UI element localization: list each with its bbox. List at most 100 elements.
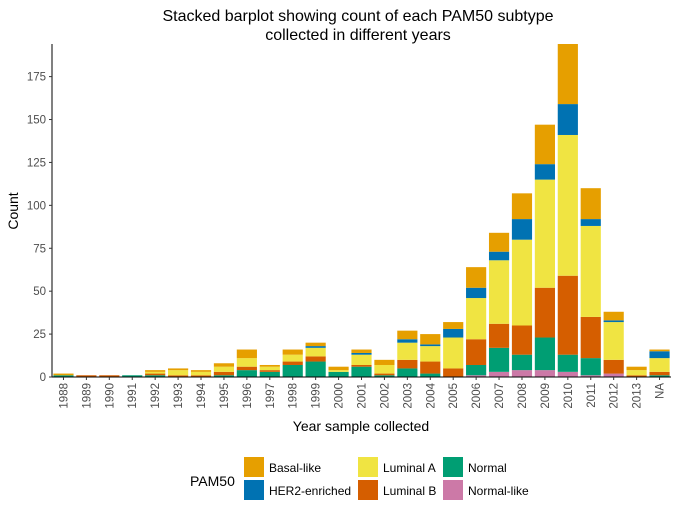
bar-segment-1998-basal-like: [282, 349, 303, 355]
bar-segment-2006-normal-like: [466, 375, 487, 377]
bar-segment-NA-her2-enriched: [649, 351, 670, 359]
legend-label-luminal-b: Luminal B: [383, 484, 436, 498]
bar-segment-2012-luminal-a: [603, 322, 624, 360]
bar-segment-1992-basal-like: [145, 370, 166, 372]
bar-segment-2006-normal: [466, 364, 487, 376]
bar-segment-2008-luminal-b: [511, 325, 533, 355]
bar-segment-1993-luminal-a: [168, 370, 189, 376]
bar-segment-2001-basal-like: [351, 349, 372, 353]
bar-segment-2011-normal-like: [580, 375, 601, 377]
bar-segment-2011-luminal-b: [580, 316, 601, 359]
x-tick-label: 1991: [127, 383, 139, 409]
x-tick-label: 2006: [471, 383, 483, 409]
bar-segment-NA-luminal-a: [649, 358, 670, 372]
bar-segment-2001-luminal-a: [351, 354, 372, 365]
legend-swatch-luminal-a: [358, 457, 378, 477]
x-tick-label: 2011: [586, 383, 598, 408]
x-tick-label: 2005: [448, 383, 460, 409]
bar-segment-2000-basal-like: [328, 366, 349, 371]
bar-segment-1994-luminal-a: [190, 371, 212, 376]
bar-segment-2009-basal-like: [534, 124, 555, 165]
bar-segment-1995-luminal-b: [213, 371, 235, 376]
bar-segment-2009-normal: [534, 337, 555, 371]
bar-segment-2010-luminal-b: [557, 275, 578, 355]
bar-segment-2011-her2-enriched: [580, 219, 601, 226]
bar-segment-2008-basal-like: [511, 193, 533, 220]
legend-swatch-her2-enriched: [244, 480, 264, 500]
x-tick-label: 1988: [58, 383, 70, 409]
bar-segment-2010-basal-like: [557, 44, 578, 105]
bar-segment-2000-normal: [328, 371, 349, 377]
legend-swatch-luminal-b: [358, 480, 378, 500]
bar-segment-2010-normal-like: [557, 371, 578, 377]
y-tick-label: 25: [33, 329, 46, 341]
bar-segment-1994-basal-like: [190, 370, 212, 372]
y-tick-label: 0: [40, 372, 46, 384]
bar-segment-NA-basal-like: [649, 349, 670, 352]
bar-segment-1993-luminal-b: [168, 375, 189, 377]
x-axis-ticks: 1988 1989 1990 1991 1992 1993 1994 1995 1996 1997…: [58, 377, 667, 409]
legend-swatch-normal-like: [443, 480, 463, 500]
bar-segment-2009-normal-like: [534, 370, 555, 377]
bar-segment-2006-basal-like: [466, 267, 487, 288]
bar-segment-2002-luminal-a: [374, 364, 395, 374]
x-tick-label: 2002: [379, 383, 391, 409]
bar-segment-2007-basal-like: [488, 232, 510, 252]
x-tick-label: 2013: [632, 383, 644, 409]
bar-segment-2002-normal: [374, 375, 395, 377]
bar-segment-2001-luminal-b: [351, 364, 372, 367]
bar-segment-2009-luminal-b: [534, 287, 555, 338]
bar-segment-2004-basal-like: [420, 334, 441, 345]
y-tick-label: 50: [33, 286, 46, 298]
bar-segment-1996-luminal-a: [236, 358, 257, 367]
bar-segment-2001-her2-enriched: [351, 352, 372, 355]
y-tick-label: 125: [27, 157, 46, 169]
x-tick-label: 2008: [517, 383, 529, 409]
bar-segment-1996-basal-like: [236, 349, 257, 359]
chart-title-line-2: collected in different years: [265, 27, 451, 44]
legend-label-luminal-a: Luminal A: [383, 461, 436, 475]
legend-label-basal-like: Basal-like: [269, 461, 321, 475]
x-tick-label: 2001: [357, 383, 369, 409]
bar-segment-NA-luminal-b: [649, 371, 670, 376]
legend-swatch-basal-like: [244, 457, 264, 477]
bar-segment-1999-basal-like: [305, 342, 326, 347]
bar-segment-2013-basal-like: [626, 366, 647, 371]
bar-segment-2004-her2-enriched: [420, 344, 441, 347]
y-tick-label: 75: [33, 243, 46, 255]
legend-title: PAM50: [190, 473, 235, 489]
bar-segment-2003-luminal-a: [397, 342, 418, 360]
bar-segment-1996-luminal-b: [236, 366, 257, 371]
bar-segment-2009-her2-enriched: [534, 164, 555, 180]
bar-segment-2012-luminal-b: [603, 359, 624, 374]
chart-title-line-1: Stacked barplot showing count of each PA…: [162, 8, 553, 25]
x-tick-label: 2007: [494, 383, 506, 409]
bar-segment-2009-luminal-a: [534, 179, 555, 288]
bar-segment-2003-basal-like: [397, 330, 418, 340]
bar-segment-2010-luminal-a: [557, 134, 578, 276]
bar-segment-1999-her2-enriched: [305, 346, 326, 348]
bar-segment-2008-luminal-a: [511, 239, 533, 326]
bar-segment-2005-her2-enriched: [443, 328, 464, 338]
bar-segment-2004-luminal-b: [420, 361, 441, 374]
bar-segment-1997-normal: [259, 371, 280, 377]
bar-segment-1995-luminal-a: [213, 366, 235, 372]
bar-segment-2003-her2-enriched: [397, 339, 418, 343]
x-tick-label: NA: [655, 383, 667, 399]
plot-area: [53, 44, 670, 377]
bar-segment-2007-luminal-b: [488, 323, 510, 348]
x-tick-label: 1997: [265, 383, 277, 409]
legend-label-normal: Normal: [468, 461, 507, 475]
bar-segment-2011-basal-like: [580, 188, 601, 220]
bar-segment-1998-luminal-b: [282, 361, 303, 365]
bar-segment-1996-normal: [236, 370, 257, 377]
x-tick-label: 2012: [609, 383, 621, 409]
bar-segment-2007-her2-enriched: [488, 251, 510, 261]
bar-segment-1994-luminal-b: [190, 375, 212, 377]
bar-segment-2005-luminal-a: [443, 337, 464, 369]
bar-segment-2010-normal: [557, 354, 578, 372]
bar-segment-2004-luminal-a: [420, 346, 441, 362]
legend: PAM50 Basal-like HER2-enriched Luminal A Lu…: [190, 457, 529, 500]
y-axis-ticks: 0 25 50 75 100 125 150 175: [27, 72, 52, 384]
bar-segment-1990-luminal-b: [99, 375, 120, 377]
